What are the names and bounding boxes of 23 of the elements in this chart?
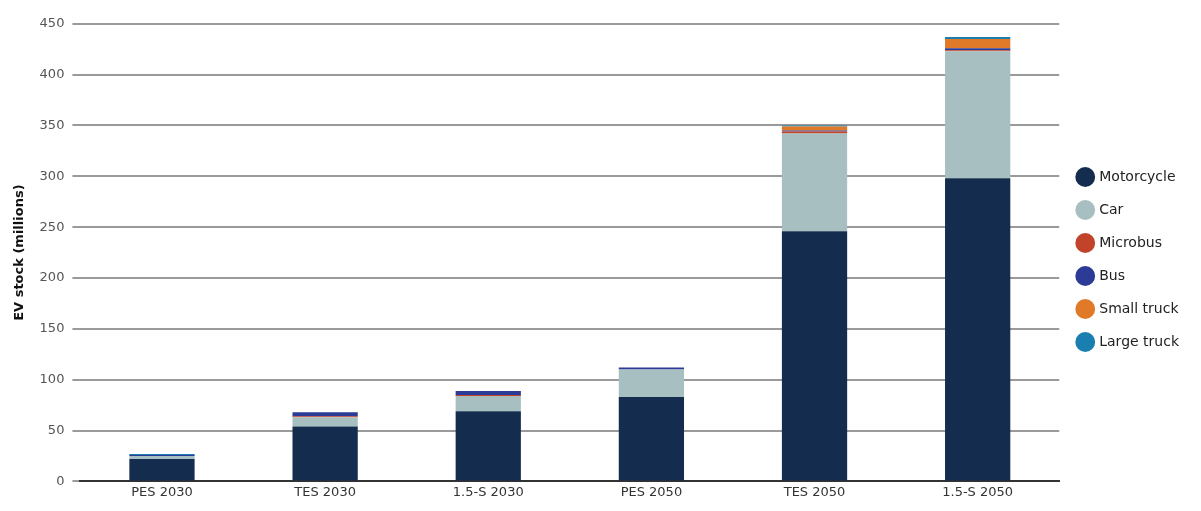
x-tick-label: 1.5-S 2030 (452, 483, 524, 499)
y-tick-label: 200 (39, 269, 65, 285)
y-tick-label: 100 (39, 371, 65, 387)
x-tick-label: 1.5-S 2050 (942, 483, 1014, 499)
x-tick-label: TES 2030 (293, 483, 356, 499)
y-tick-label: 300 (39, 167, 65, 183)
legend-label: Motorcycle (1099, 167, 1176, 184)
legend-label: Small truck (1099, 299, 1180, 316)
y-tick-label: 450 (39, 15, 65, 31)
y-tick-label: 50 (47, 421, 65, 437)
y-tick-label: 400 (39, 66, 65, 82)
y-tick-label: 150 (39, 320, 65, 336)
legend-label: Microbus (1099, 233, 1162, 250)
x-tick-label: PES 2050 (620, 483, 683, 499)
y-tick-label: 0 (56, 472, 65, 488)
legend-label: Large truck (1099, 332, 1180, 349)
y-axis-title: EV stock (millions) (11, 184, 27, 321)
y-tick-label: 350 (39, 116, 65, 132)
legend-label: Bus (1099, 266, 1126, 283)
y-tick-label: 250 (39, 218, 65, 234)
x-tick-label: PES 2030 (131, 483, 193, 499)
legend-label: Car (1099, 200, 1124, 217)
x-tick-label: TES 2050 (782, 483, 846, 499)
